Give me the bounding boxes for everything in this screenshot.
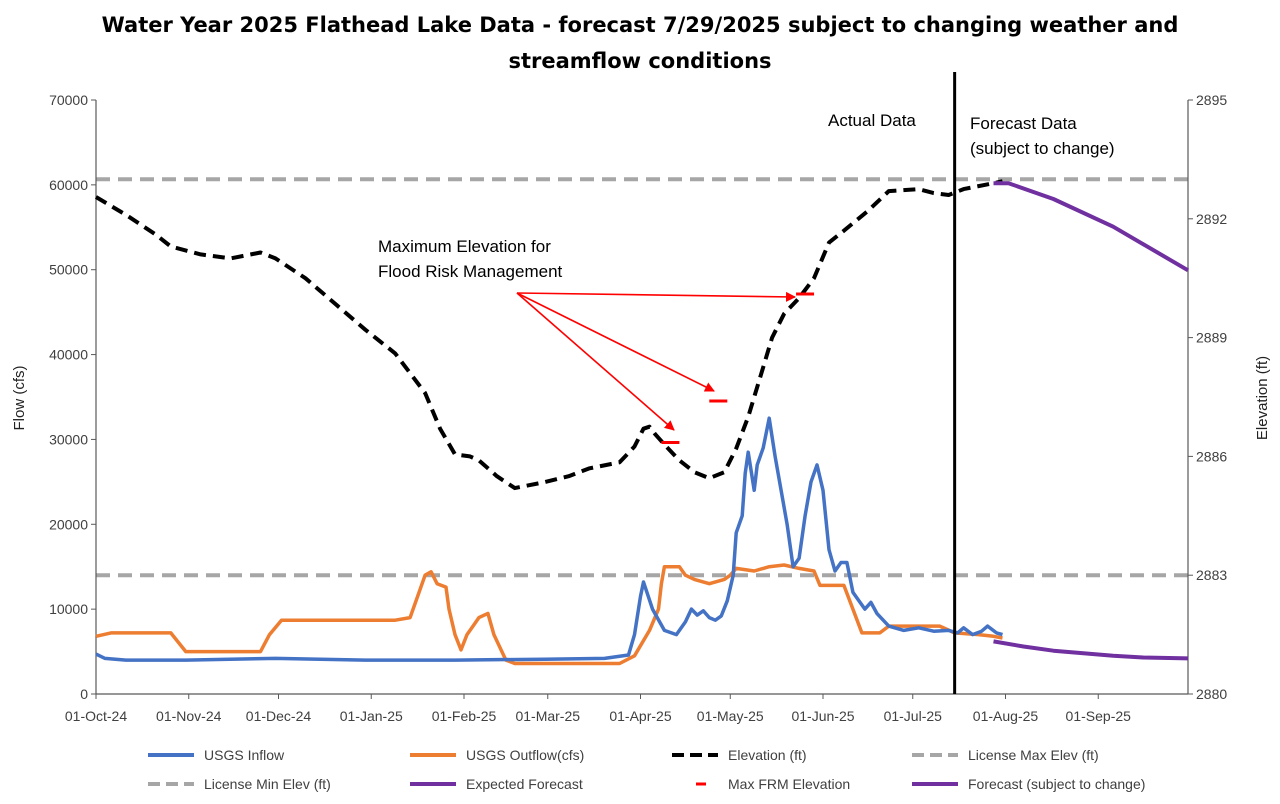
- x-tick-label: 01-May-25: [697, 708, 764, 724]
- legend-label: Expected Forecast: [466, 776, 583, 792]
- y-tick-label: 20000: [49, 516, 88, 532]
- frm-annotation-line2: Flood Risk Management: [378, 262, 563, 281]
- chart-title-line1: Water Year 2025 Flathead Lake Data - for…: [102, 13, 1179, 37]
- x-tick-label: 01-Nov-24: [156, 708, 222, 724]
- expected-forecast-flow-line: [993, 639, 1189, 661]
- x-tick-label: 01-Apr-25: [609, 708, 671, 724]
- y2-axis-label: Elevation (ft): [1254, 356, 1271, 440]
- x-tick-label: 01-Jun-25: [791, 708, 854, 724]
- frm-arrows: [516, 291, 796, 431]
- usgs-inflow-line: [95, 416, 1003, 662]
- usgs-outflow-line: [95, 563, 1003, 666]
- x-tick-label: 01-Mar-25: [515, 708, 580, 724]
- y2-tick-label: 2883: [1196, 567, 1227, 583]
- legend-label: Elevation (ft): [728, 747, 807, 763]
- x-tick-label: 01-Jan-25: [340, 708, 403, 724]
- legend-label: USGS Inflow: [204, 747, 285, 763]
- y-tick-label: 50000: [49, 262, 88, 278]
- y-tick-label: 10000: [49, 601, 88, 617]
- y-axis-label: Flow (cfs): [11, 366, 28, 431]
- legend: USGS Inflow USGS Outflow(cfs) Elevation (f…: [148, 747, 1145, 792]
- legend-label: License Min Elev (ft): [204, 776, 331, 792]
- chart-title-line2: streamflow conditions: [508, 49, 771, 73]
- y-tick-label: 60000: [49, 177, 88, 193]
- forecast-elevation-line: [993, 181, 1190, 273]
- x-tick-label: 01-Sep-25: [1066, 708, 1132, 724]
- legend-label: Max FRM Elevation: [728, 776, 850, 792]
- frm-arrow: [516, 291, 796, 302]
- y-tick-label: 40000: [49, 347, 88, 363]
- x-tick-label: 01-Oct-24: [65, 708, 127, 724]
- y2-tick-label: 2889: [1196, 330, 1227, 346]
- y2-tick-label: 2892: [1196, 211, 1227, 227]
- forecast-data-label-line2: (subject to change): [970, 139, 1115, 158]
- frm-markers: [661, 292, 815, 445]
- axes: 0 10000 20000 30000 40000 50000 60000 70000 2880…: [49, 92, 1227, 724]
- y2-tick-label: 2880: [1196, 686, 1227, 702]
- actual-data-label: Actual Data: [828, 111, 916, 130]
- legend-label: License Max Elev (ft): [968, 747, 1099, 763]
- frm-arrow: [516, 292, 715, 392]
- x-tick-label: 01-Feb-25: [432, 708, 497, 724]
- frm-annotation-line1: Maximum Elevation for: [378, 237, 551, 256]
- y2-tick-label: 2895: [1196, 92, 1227, 108]
- legend-label: Forecast (subject to change): [968, 776, 1145, 792]
- forecast-data-label-line1: Forecast Data: [970, 114, 1077, 133]
- x-tick-label: 01-Aug-25: [973, 708, 1039, 724]
- y-tick-label: 30000: [49, 431, 88, 447]
- elevation-line: [94, 179, 1003, 491]
- x-tick-label: 01-Jul-25: [884, 708, 943, 724]
- y-tick-label: 70000: [49, 92, 88, 108]
- y2-tick-label: 2886: [1196, 448, 1227, 464]
- reference-lines: [96, 177, 1188, 578]
- x-tick-label: 01-Dec-24: [246, 708, 312, 724]
- series-layer: [94, 179, 1190, 666]
- y-tick-label: 0: [80, 686, 88, 702]
- frm-arrow: [516, 292, 675, 431]
- legend-label: USGS Outflow(cfs): [466, 747, 584, 763]
